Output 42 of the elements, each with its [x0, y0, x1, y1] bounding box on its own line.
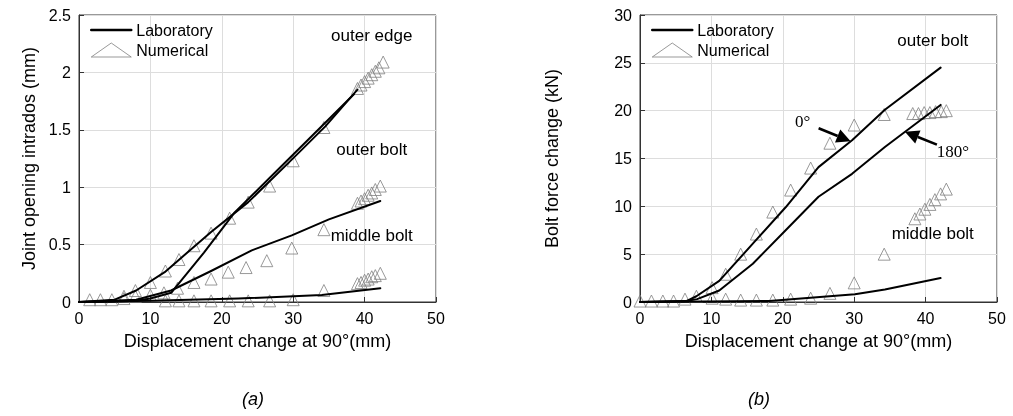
y-tick-label: 25: [614, 54, 633, 72]
x-axis-title: Displacement change at 90°(mm): [684, 331, 953, 351]
text: (b): [748, 389, 770, 409]
legend-label: Numerical: [697, 41, 770, 59]
y-axis-title: Joint opening intrados (mm): [18, 46, 39, 271]
x-tick-label: 20: [212, 309, 231, 327]
x-tick-label: 30: [284, 309, 303, 327]
x-tick-label: 10: [141, 309, 160, 327]
annotation: outer edge: [331, 25, 413, 45]
y-tick-label: 1.5: [48, 121, 72, 139]
y-tick-label: 5: [623, 245, 633, 263]
y-axis-title: Bolt force change (kN): [542, 68, 562, 249]
annotation: 180°: [936, 142, 970, 162]
y-tick-label: 2: [62, 63, 72, 81]
legend-label: Laboratory: [136, 21, 213, 39]
x-tick-label: 20: [773, 309, 792, 327]
x-tick-label: 40: [355, 309, 374, 327]
y-tick-label: 30: [614, 6, 633, 24]
x-tick-label: 30: [845, 309, 864, 327]
x-tick-label: 0: [74, 309, 84, 327]
legend-label: Laboratory: [697, 21, 774, 39]
legend-label: Numerical: [136, 41, 209, 59]
y-tick-label: 0: [623, 293, 633, 311]
annotation: middle bolt: [330, 226, 414, 246]
x-tick-label: 0: [635, 309, 645, 327]
x-tick-label: 40: [916, 309, 935, 327]
annotation: outer bolt: [897, 31, 969, 51]
text: (a): [242, 389, 264, 409]
y-tick-label: 1: [62, 178, 72, 196]
y-tick-label: 20: [614, 102, 633, 120]
x-tick-label: 50: [427, 309, 445, 327]
y-tick-label: 0.5: [48, 236, 72, 254]
y-tick-label: 15: [614, 150, 633, 167]
annotation: outer bolt: [336, 140, 408, 160]
y-tick-label: 0: [62, 293, 72, 311]
annotation: middle bolt: [891, 223, 975, 243]
x-tick-label: 50: [988, 309, 1006, 327]
annotation: 0°: [794, 111, 811, 131]
y-tick-label: 2.5: [48, 6, 72, 24]
y-tick-label: 10: [614, 197, 633, 215]
x-tick-label: 10: [702, 309, 721, 327]
x-axis-title: Displacement change at 90°(mm): [123, 331, 392, 351]
